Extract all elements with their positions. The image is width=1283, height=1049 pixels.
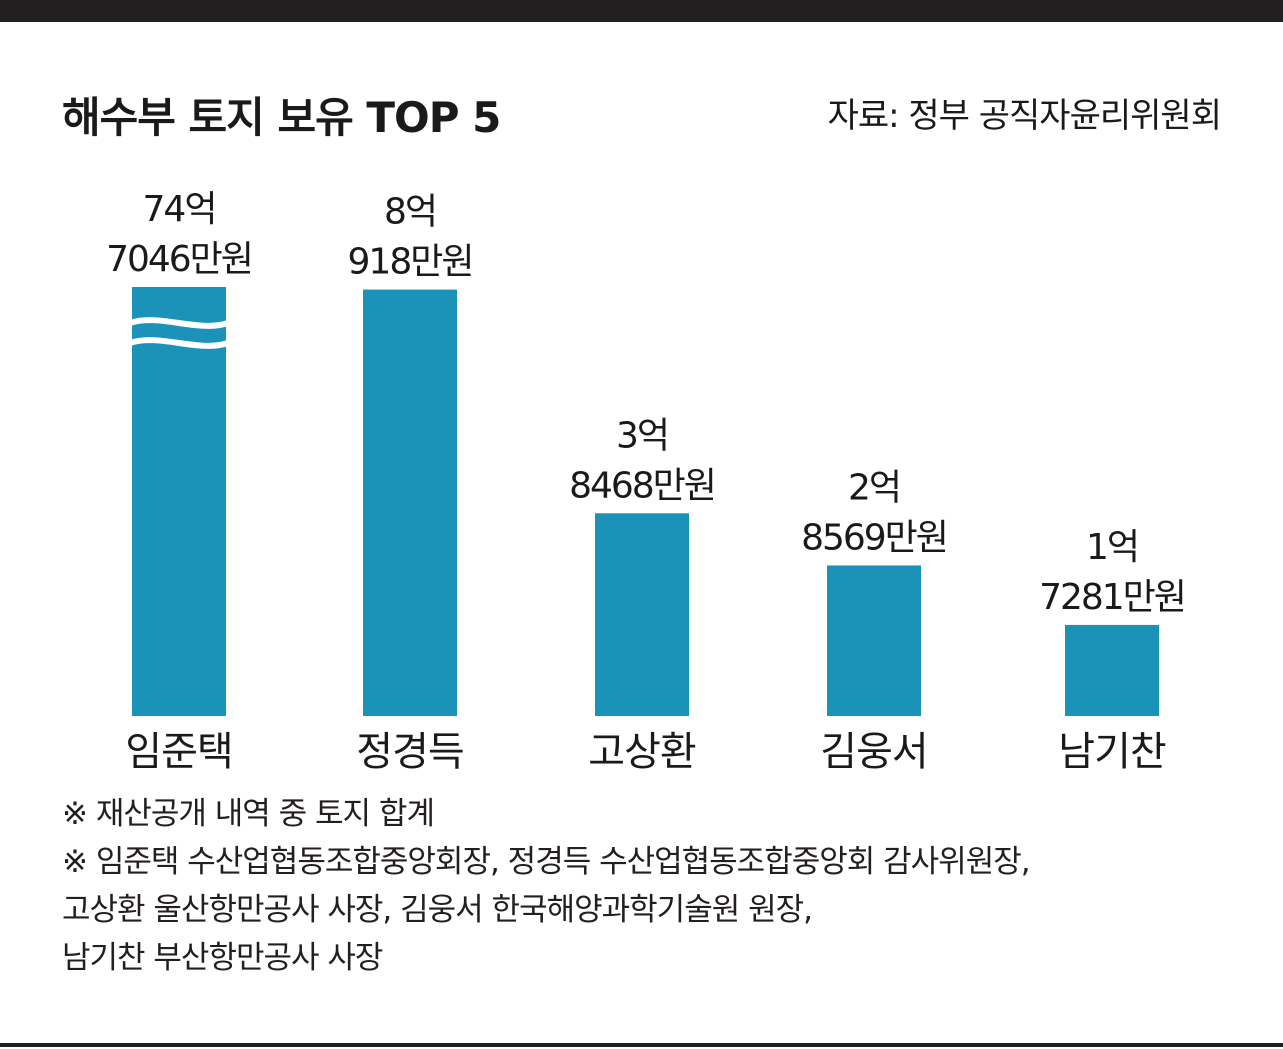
value-label: 918만원 xyxy=(348,242,473,283)
footnote-3: 고상환 울산항만공사 사장, 김웅서 한국해양과학기술원 원장, xyxy=(62,892,813,928)
bar-임준택 xyxy=(132,287,226,716)
bar-고상환 xyxy=(595,513,689,716)
bar-남기찬 xyxy=(1065,624,1159,716)
category-label: 김웅서 xyxy=(820,729,927,775)
bottom-border xyxy=(0,1043,1283,1047)
value-label: 8569만원 xyxy=(801,517,947,558)
axis-break-mark xyxy=(129,317,229,329)
top-border xyxy=(0,0,1283,22)
chart-title: 해수부 토지 보유 TOP 5 xyxy=(62,93,501,142)
value-label: 2억 xyxy=(848,467,900,508)
bar-김웅서 xyxy=(827,565,921,716)
footnote-1: ※ 재산공개 내역 중 토지 합계 xyxy=(62,796,435,832)
value-label: 7046만원 xyxy=(106,239,252,280)
category-label: 임준택 xyxy=(125,729,232,775)
value-label: 3억 xyxy=(616,415,668,456)
value-label: 7281만원 xyxy=(1039,577,1185,618)
footnotes: ※ 재산공개 내역 중 토지 합계 ※ 임준택 수산업협동조합중앙회장, 정경득… xyxy=(62,790,1242,982)
value-label: 74억 xyxy=(143,189,216,230)
footnote-4: 남기찬 부산항만공사 사장 xyxy=(62,940,383,976)
category-label: 남기찬 xyxy=(1058,729,1166,775)
axis-break-mark xyxy=(129,337,229,349)
value-label: 8468만원 xyxy=(569,465,715,506)
value-label: 8억 xyxy=(384,192,436,233)
bar-정경득 xyxy=(363,289,457,716)
footnote-2: ※ 임준택 수산업협동조합중앙회장, 정경득 수산업협동조합중앙회 감사위원장, xyxy=(62,844,1031,880)
source-label: 자료: 정부 공직자윤리위원회 xyxy=(827,96,1222,136)
category-label: 고상환 xyxy=(588,729,696,775)
value-label: 1억 xyxy=(1086,527,1138,568)
category-label: 정경득 xyxy=(356,729,463,775)
